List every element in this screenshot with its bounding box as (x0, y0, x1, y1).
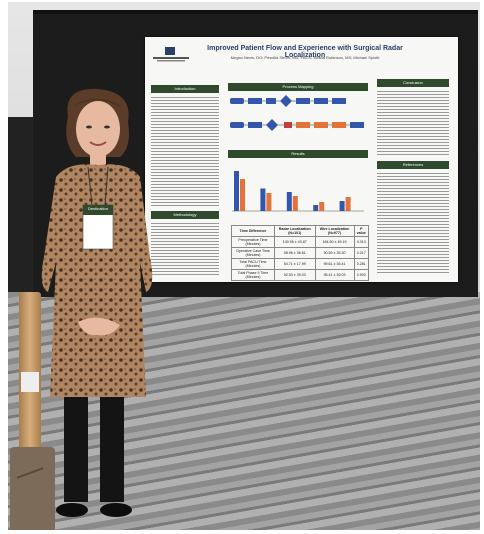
table-header-cell: P value (353, 225, 370, 237)
poster-authors: Megan Nevis, DO; Priscilla Strom, MD, FA… (230, 55, 380, 60)
research-poster: Improved Patient Flow and Experience wit… (145, 37, 458, 282)
references-text (377, 171, 449, 275)
table-row: Total Phase II Time (Minutes) 92.53 ± 39… (231, 269, 370, 281)
chart-bar (266, 193, 272, 211)
table-cell: Preoperative Time (Minutes) (231, 236, 275, 248)
table-cell: 0.281 (353, 258, 370, 270)
chart-bar (313, 205, 319, 211)
presenter-woman (41, 88, 153, 517)
photo: Improved Patient Flow and Experience wit… (8, 2, 480, 530)
table-cell: Total PACU Time (Minutes) (231, 258, 275, 270)
table-cell: 99.61 ± 36.41 (314, 258, 355, 270)
table-cell: 184.50 ± 49.19 (314, 236, 355, 248)
introduction-text (151, 95, 219, 207)
results-table: Time Difference Radar Localization (N=10… (231, 225, 370, 281)
chart-bar (339, 201, 345, 211)
table-header-cell: Wire Localization (N=977) (314, 225, 355, 237)
chart-bar (260, 188, 266, 211)
conclusion-text (377, 89, 449, 155)
table-row: Preoperative Time (Minutes) 140.95 ± 43.… (231, 236, 370, 248)
section-references: References (377, 161, 449, 169)
chart-bar (292, 196, 298, 211)
table-cell: Total Phase II Time (Minutes) (231, 269, 275, 281)
section-methodology: Methodology (151, 211, 219, 219)
bag (10, 447, 55, 530)
chart-bar (240, 179, 245, 211)
table-header-cell: Time Difference (231, 225, 275, 237)
chart-bar (286, 192, 292, 211)
table-cell: 0.217 (353, 247, 370, 259)
section-process-mapping: Process Mapping (228, 83, 368, 91)
chart-bar (319, 202, 325, 211)
section-introduction: Introduction (151, 85, 219, 93)
table-cell: 0.900 (353, 269, 370, 281)
table-cell: 95.41 ± 39.03 (314, 269, 355, 281)
table-cell: 90.59 ± 35.30 (314, 247, 355, 259)
table-header-cell: Radar Localization (N=101) (273, 225, 316, 237)
chart-bar (234, 171, 239, 211)
table-cell: 98.96 ± 36.61 (273, 247, 316, 259)
table-row: Total PACU Time (Minutes) 54.71 ± 17.99 … (231, 258, 370, 270)
process-map-diagram (230, 95, 364, 131)
name-badge-event: Destination (87, 206, 108, 211)
table-cell: 140.95 ± 43.87 (273, 236, 316, 248)
section-conclusion: Conclusion (377, 79, 449, 87)
methodology-text (151, 221, 219, 277)
chart-bar (345, 197, 351, 211)
table-cell: 54.71 ± 17.99 (273, 258, 316, 270)
table-cell: 0.013 (353, 236, 370, 248)
results-bar-chart (232, 171, 364, 212)
table-cell: Operative Case Time (Minutes) (231, 247, 275, 259)
table-row: Operative Case Time (Minutes) 98.96 ± 36… (231, 247, 370, 259)
institution-logo (153, 47, 189, 62)
tube-label (21, 372, 39, 392)
section-results: Results (228, 150, 368, 158)
poster-title: Improved Patient Flow and Experience wit… (207, 45, 403, 59)
table-cell: 92.53 ± 39.03 (273, 269, 316, 281)
